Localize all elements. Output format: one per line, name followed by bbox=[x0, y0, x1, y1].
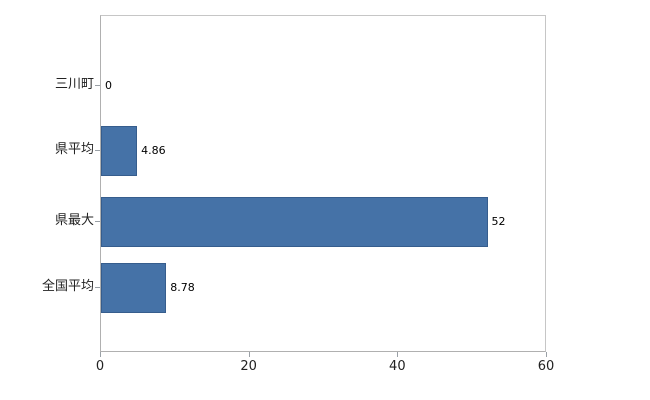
x-axis-tick bbox=[546, 352, 547, 357]
category-label: 全国平均 bbox=[41, 279, 94, 294]
x-axis-tick bbox=[397, 352, 399, 357]
x-axis-tick bbox=[248, 352, 250, 357]
x-tick-label: 40 bbox=[389, 359, 406, 374]
y-axis-tick bbox=[95, 287, 100, 288]
bar bbox=[101, 197, 488, 247]
category-label: 三川町 bbox=[54, 77, 94, 92]
category-label: 県最大 bbox=[54, 213, 94, 228]
bar bbox=[101, 126, 138, 176]
category-label: 県平均 bbox=[54, 142, 94, 157]
x-tick-label: 60 bbox=[537, 359, 555, 374]
value-label: 0 bbox=[105, 79, 112, 92]
value-label: 8.78 bbox=[170, 281, 195, 294]
plot-area: 0 4.86 52 8.78 bbox=[100, 15, 546, 352]
x-tick-label: 0 bbox=[95, 359, 105, 374]
x-tick-label: 20 bbox=[240, 359, 257, 374]
value-label: 4.86 bbox=[141, 144, 166, 157]
y-axis-tick bbox=[95, 150, 100, 151]
y-axis-tick bbox=[95, 85, 100, 86]
value-label: 52 bbox=[491, 215, 506, 228]
bar bbox=[101, 263, 167, 313]
y-axis-tick bbox=[95, 221, 100, 222]
x-axis-tick bbox=[100, 352, 101, 357]
